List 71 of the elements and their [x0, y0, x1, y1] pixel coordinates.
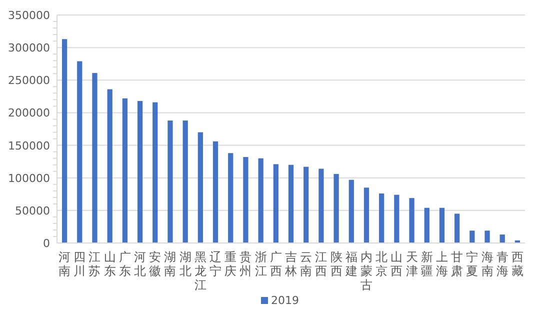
bar — [318, 168, 324, 243]
bar — [364, 188, 370, 243]
bar — [500, 234, 505, 243]
y-tick-label: 350000 — [8, 9, 50, 22]
x-tick-label: 海南 — [481, 250, 494, 278]
x-tick-label: 贵州 — [240, 250, 252, 278]
x-tick-label: 湖南 — [164, 250, 176, 278]
x-tick-label: 江苏 — [88, 250, 101, 278]
y-tick-label: 200000 — [8, 106, 50, 120]
x-tick-label: 北京 — [376, 250, 388, 278]
bar — [304, 166, 309, 243]
x-tick-label: 安徽 — [149, 250, 162, 278]
x-tick-label: 重庆 — [224, 250, 237, 278]
y-tick-label: 100000 — [8, 172, 50, 185]
bar — [182, 120, 188, 243]
legend-label: 2019 — [271, 294, 299, 307]
bar — [122, 98, 128, 243]
y-tick-label: 0 — [43, 237, 50, 250]
x-tick-label: 内蒙古 — [360, 250, 372, 292]
bar — [273, 164, 278, 243]
bar — [258, 158, 264, 243]
bar — [212, 141, 218, 243]
x-tick-label: 山西 — [390, 250, 403, 278]
x-tick-label: 河南 — [58, 250, 71, 278]
bar — [470, 230, 475, 243]
bar — [77, 61, 82, 243]
bar — [137, 100, 143, 243]
bar — [152, 102, 158, 243]
y-tick-label: 300000 — [8, 42, 50, 55]
x-tick-label: 湖北 — [179, 250, 192, 278]
x-tick-label: 辽宁 — [210, 250, 222, 278]
x-tick-label: 河北 — [134, 250, 146, 278]
x-tick-label: 甘肃 — [451, 250, 464, 278]
bar — [348, 180, 354, 243]
bar — [168, 120, 173, 243]
x-tick-label: 江西 — [315, 250, 328, 278]
bar — [454, 214, 460, 243]
x-tick-label: 天津 — [406, 250, 418, 278]
x-tick-label: 山东 — [104, 250, 116, 278]
x-tick-label: 陕西 — [330, 250, 342, 278]
x-tick-label: 宁夏 — [466, 250, 478, 278]
bar — [394, 194, 400, 243]
x-tick-label: 福建 — [344, 250, 358, 278]
bar — [334, 174, 339, 243]
x-tick-label: 吉林 — [284, 250, 297, 278]
legend: 2019 — [261, 294, 299, 307]
x-tick-label: 西藏 — [511, 250, 524, 278]
bar — [62, 39, 68, 243]
y-tick-label: 150000 — [8, 139, 50, 152]
bar — [484, 230, 490, 243]
bar — [92, 72, 98, 243]
bar — [243, 157, 248, 243]
bar — [379, 193, 384, 243]
bar — [107, 89, 112, 243]
bar — [228, 153, 234, 243]
y-tick-label: 50000 — [15, 204, 50, 218]
bar — [198, 132, 203, 243]
x-tick-label: 浙江 — [254, 250, 267, 278]
bar — [288, 164, 294, 243]
x-tick-label: 黑龙江 — [194, 250, 206, 292]
x-tick-label: 云南 — [300, 250, 312, 278]
x-tick-label: 青海 — [496, 250, 508, 278]
bar — [409, 198, 414, 243]
x-tick-label: 广东 — [118, 250, 131, 278]
x-tick-label: 新疆 — [420, 250, 433, 278]
y-tick-label: 250000 — [8, 74, 50, 88]
bar — [439, 208, 445, 243]
x-tick-label: 上海 — [436, 250, 448, 278]
x-tick-label: 四川 — [74, 250, 86, 278]
x-tick-label: 广西 — [270, 250, 282, 278]
bar — [424, 208, 430, 243]
